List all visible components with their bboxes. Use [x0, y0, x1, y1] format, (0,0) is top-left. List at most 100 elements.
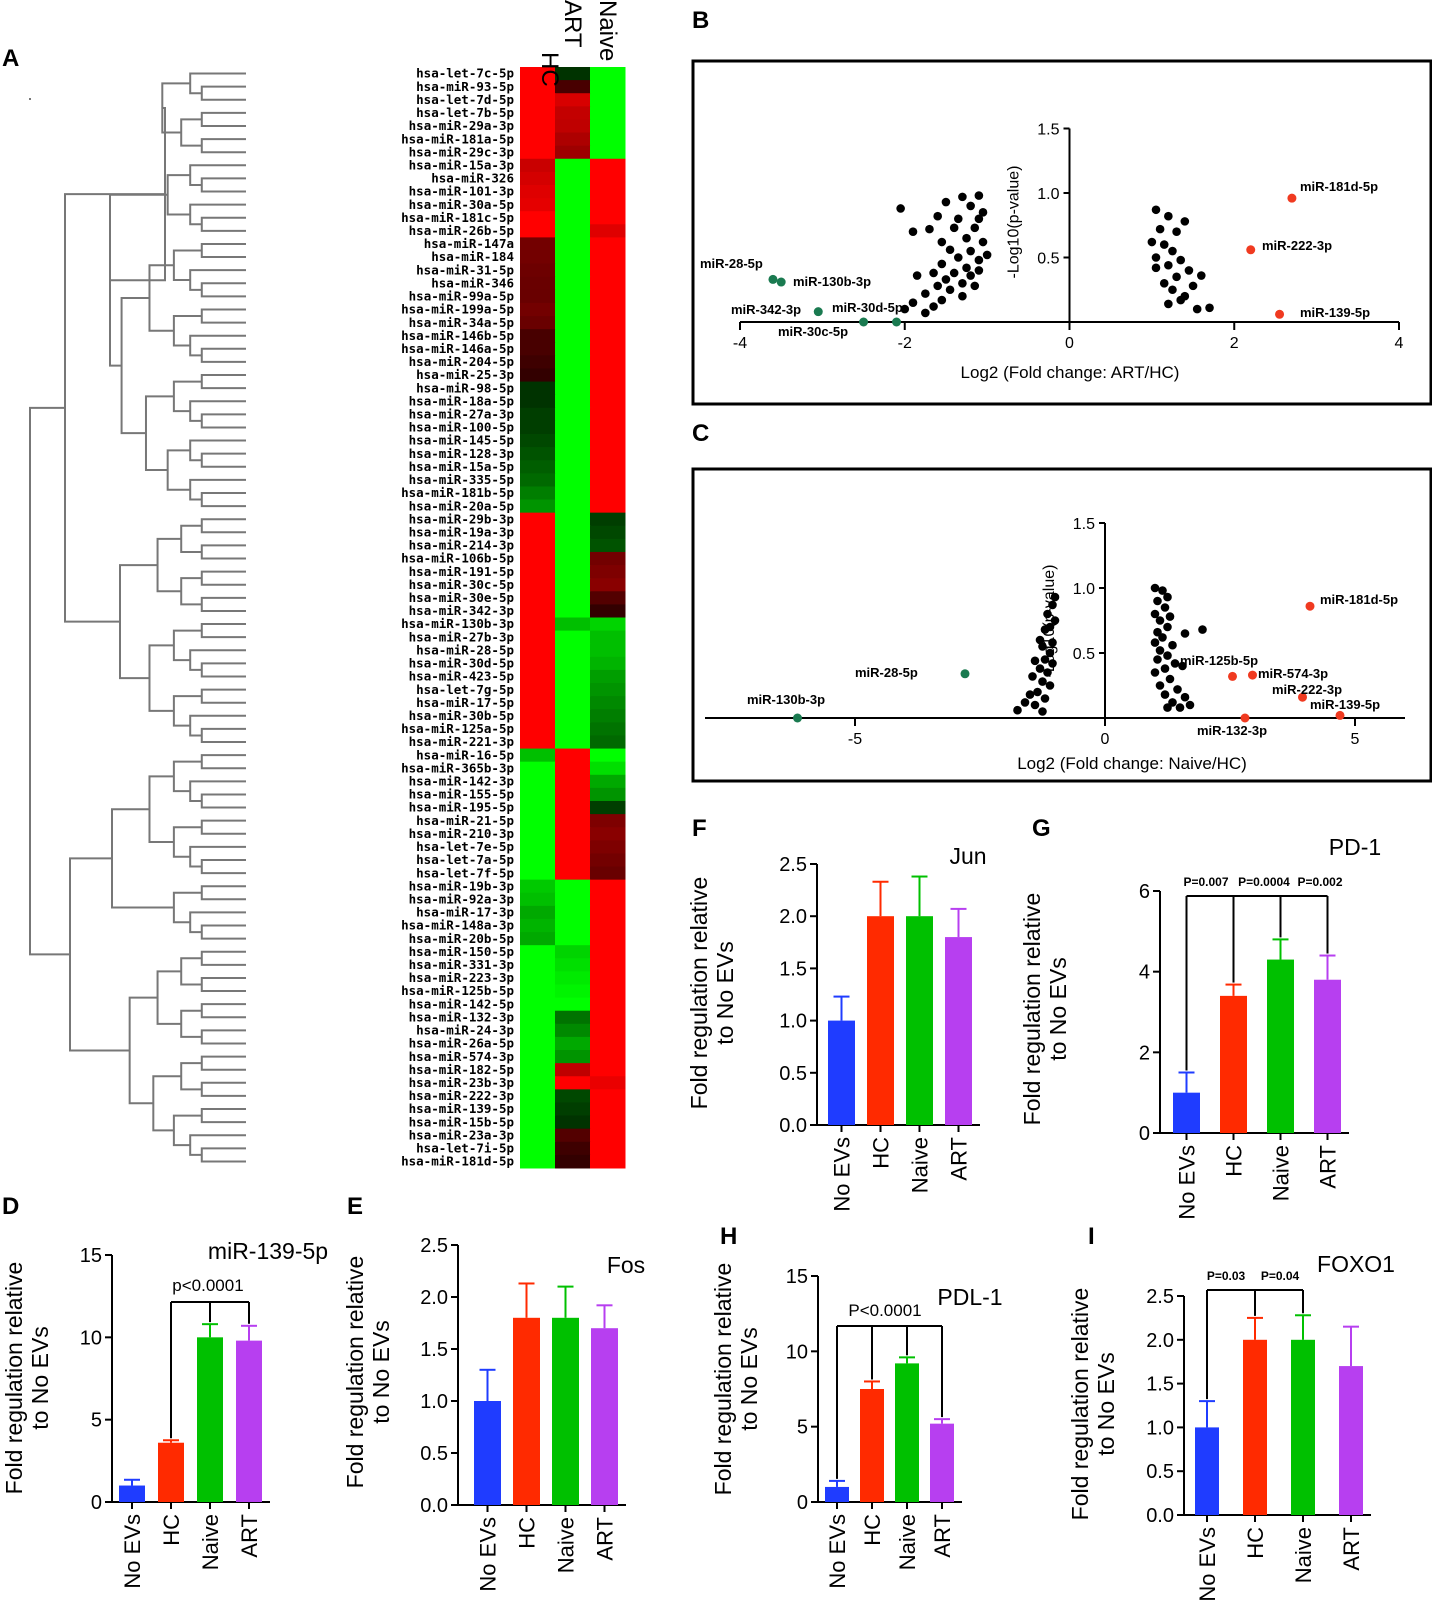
- bar-y-tick-label: 10: [786, 1341, 808, 1363]
- volcano-point: [912, 271, 922, 280]
- bar-y-tick-label: 2: [1139, 1042, 1150, 1064]
- volcano-point: [896, 204, 905, 213]
- heatmap-cell: [555, 342, 591, 356]
- heatmap-cell: [555, 368, 591, 383]
- bar-y-tick-label: 0.0: [779, 1115, 807, 1137]
- heatmap-cell: [555, 551, 591, 566]
- heatmap-cell: [555, 106, 591, 120]
- heatmap-cell: [520, 683, 556, 697]
- panel-label-e: E: [347, 1193, 363, 1220]
- heatmap-cell: [520, 945, 556, 959]
- heatmap-gene-label: hsa-miR-106b-5p: [401, 551, 514, 566]
- volcano-c-frame: [691, 467, 1432, 783]
- dendrogram-branch: [200, 885, 246, 901]
- volcano-down-label: miR-130b-3p: [747, 692, 825, 707]
- volcano-point: [1147, 237, 1157, 247]
- heatmap-column-naive: Naive: [594, 0, 621, 61]
- dendrogram-branch: [200, 1081, 246, 1097]
- heatmap-cell: [555, 591, 591, 605]
- heatmap-cell: [520, 447, 556, 461]
- volcano-x-axis-label: Log2 (Fold change: ART/HC): [961, 363, 1180, 382]
- heatmap-cell: [590, 250, 626, 265]
- dendrogram-branch: [200, 819, 246, 835]
- volcano-point: [937, 295, 947, 305]
- dendrogram-branch: [189, 1134, 246, 1156]
- heatmap-cell: [520, 1154, 556, 1169]
- volcano-down-label: miR-30c-5p: [778, 324, 848, 339]
- heatmap-gene-label: hsa-miR-331-3p: [409, 957, 514, 972]
- heatmap-cell: [590, 971, 626, 985]
- volcano-point: [1205, 303, 1214, 313]
- bar-category-label: ART: [237, 1514, 262, 1558]
- volcano-up-point: [1335, 710, 1345, 720]
- panel-label-c: C: [692, 420, 709, 447]
- dendrogram-branch: [180, 524, 202, 553]
- volcano-point: [974, 255, 984, 265]
- dendrogram-branch: [172, 826, 202, 858]
- bar-y-tick-label: 2.5: [1146, 1286, 1174, 1308]
- bar-category-label: No EVs: [120, 1514, 145, 1589]
- bar-chart-title: PD-1: [1329, 834, 1381, 860]
- volcano-point: [1160, 690, 1170, 699]
- volcano-point: [908, 227, 918, 236]
- heatmap-cell: [520, 289, 556, 304]
- bar-y-tick-label: 1.5: [420, 1339, 448, 1361]
- heatmap-cell: [590, 801, 626, 815]
- dendrogram-branch: [144, 395, 174, 472]
- dendrogram-branch: [200, 308, 246, 324]
- bar-y-tick-label: 2.0: [420, 1287, 448, 1309]
- dendrogram-branch: [200, 177, 246, 193]
- heatmap-cell: [520, 171, 556, 186]
- volcano-x-tick-label: 4: [1395, 335, 1404, 352]
- heatmap-cell: [555, 538, 591, 553]
- heatmap-cell: [590, 1010, 626, 1025]
- heatmap-cell: [590, 604, 626, 618]
- heatmap-cell: [590, 1036, 626, 1051]
- volcano-point: [1180, 217, 1190, 226]
- heatmap-cell: [520, 525, 556, 540]
- significance-label: P=0.03: [1207, 1269, 1246, 1283]
- bar: [860, 1389, 884, 1502]
- heatmap-cell: [520, 1128, 556, 1143]
- volcano-y-axis-label: -Log10(p-value): [1006, 166, 1023, 279]
- panel-label-f: F: [692, 815, 707, 842]
- heatmap-gene-label: hsa-miR-150-5p: [409, 944, 514, 959]
- heatmap-gene-label: hsa-miR-29c-3p: [409, 144, 514, 159]
- heatmap-cell: [590, 617, 626, 632]
- heatmap-gene-label: hsa-miR-181c-5p: [401, 210, 514, 225]
- volcano-point: [1163, 703, 1172, 712]
- heatmap-cell: [520, 722, 556, 736]
- heatmap-cell: [555, 892, 591, 907]
- heatmap-cell: [520, 342, 556, 356]
- volcano-x-tick-label: 0: [1065, 335, 1074, 352]
- heatmap-cell: [555, 80, 591, 94]
- heatmap-cell: [520, 971, 556, 985]
- volcano-point: [1163, 592, 1172, 602]
- heatmap-cell: [555, 499, 591, 514]
- dendrogram-branch: [29, 406, 70, 956]
- heatmap-cell: [520, 827, 556, 841]
- heatmap-cell: [555, 669, 591, 684]
- volcano-up-label: miR-222-3p: [1272, 682, 1342, 697]
- heatmap-cell: [520, 866, 556, 881]
- heatmap-gene-label: hsa-miR-101-3p: [409, 184, 514, 199]
- volcano-point: [962, 263, 971, 273]
- heatmap-cell: [555, 316, 591, 330]
- panel-label-h: H: [720, 1223, 737, 1250]
- heatmap-cell: [520, 1102, 556, 1117]
- volcano-point: [978, 208, 988, 217]
- heatmap-cell: [520, 879, 556, 894]
- bar: [474, 1401, 501, 1505]
- heatmap-cell: [520, 93, 556, 107]
- volcano-point: [974, 266, 984, 275]
- heatmap-cell: [520, 486, 556, 501]
- bar-category-label: Naive: [895, 1514, 920, 1570]
- volcano-point: [1180, 692, 1190, 702]
- heatmap-gene-label: hsa-miR-423-5p: [409, 669, 514, 684]
- bar-y-tick-label: 1.5: [1146, 1374, 1174, 1396]
- volcano-point: [941, 275, 951, 284]
- dendrogram-branch: [200, 242, 246, 259]
- heatmap-cell: [555, 486, 591, 501]
- heatmap-cell: [520, 538, 556, 553]
- heatmap-cell: [520, 1010, 556, 1025]
